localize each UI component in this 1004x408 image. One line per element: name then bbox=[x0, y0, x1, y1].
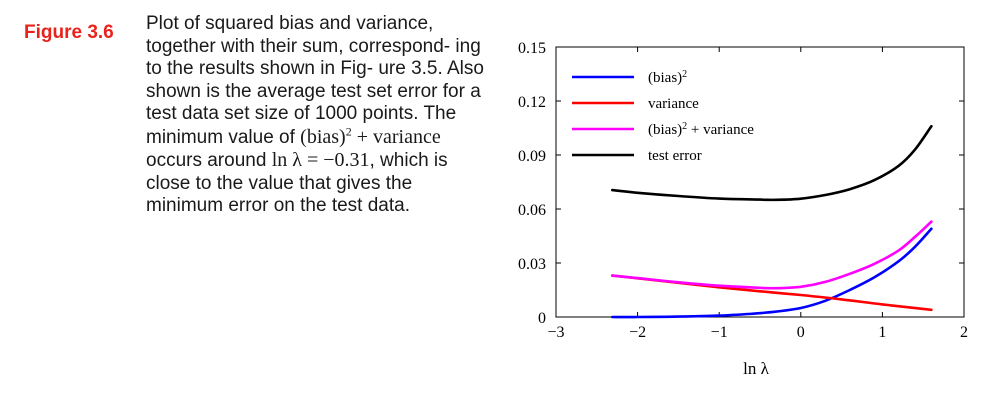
y-tick-label: 0.09 bbox=[518, 148, 546, 165]
caption-text-part2: occurs around bbox=[146, 150, 272, 171]
y-tick-label: 0.12 bbox=[518, 94, 546, 111]
caption-text-part1: Plot of squared bias and variance, toget… bbox=[146, 13, 484, 148]
caption-math-plus-variance: + variance bbox=[356, 125, 441, 148]
x-tick-label: −1 bbox=[711, 324, 728, 341]
bias-squared-line bbox=[611, 227, 933, 319]
legend-item-variance: variance bbox=[572, 96, 699, 112]
x-tick-label: 1 bbox=[878, 324, 886, 341]
legend: (bias)2 variance (bias)2 + variance test er… bbox=[572, 69, 754, 164]
caption-math-lnlambda: ln λ = −0.31 bbox=[271, 149, 370, 171]
axis-ticks: −3 −2 −1 0 1 2 0 0.03 0.06 0.09 0.12 0.15 bbox=[518, 40, 968, 341]
legend-label: variance bbox=[648, 96, 699, 112]
caption-math-bias-exponent: 2 bbox=[345, 123, 352, 138]
legend-label: (bias)2 bbox=[648, 69, 687, 87]
y-tick-label: 0.03 bbox=[518, 256, 546, 273]
legend-item-bias-squared-plus-variance: (bias)2 + variance bbox=[572, 121, 754, 139]
legend-item-bias-squared: (bias)2 bbox=[572, 69, 687, 87]
x-tick-label: 0 bbox=[797, 324, 805, 341]
x-axis-label: ln λ bbox=[743, 359, 769, 378]
caption-text-part3: , which is close to the value that gives… bbox=[146, 150, 448, 216]
figure-label: Figure 3.6 bbox=[24, 22, 114, 43]
legend-item-test-error: test error bbox=[572, 148, 702, 164]
series-lines bbox=[611, 124, 933, 319]
test-error-line bbox=[611, 124, 933, 202]
y-tick-label: 0.06 bbox=[518, 202, 546, 219]
caption-math-bias: (bias)2 + variance bbox=[300, 123, 441, 148]
bias-squared-plus-variance-line bbox=[611, 220, 933, 290]
caption-math-bias-base: (bias) bbox=[300, 125, 346, 148]
figure-caption: Plot of squared bias and variance, toget… bbox=[146, 13, 492, 218]
x-tick-label: 2 bbox=[960, 324, 968, 341]
legend-label: test error bbox=[648, 148, 702, 164]
plot-frame bbox=[555, 46, 965, 318]
x-tick-label: −3 bbox=[547, 324, 564, 341]
y-tick-label: 0.15 bbox=[518, 40, 546, 57]
y-tick-label: 0 bbox=[538, 310, 546, 327]
x-tick-label: −2 bbox=[629, 324, 646, 341]
legend-label: (bias)2 + variance bbox=[648, 121, 754, 139]
